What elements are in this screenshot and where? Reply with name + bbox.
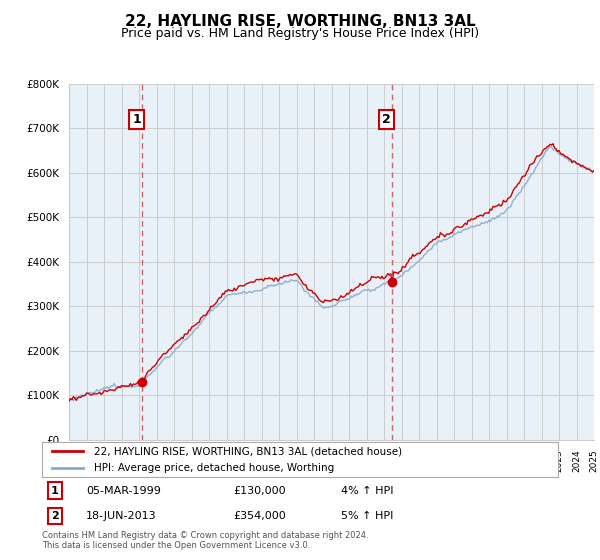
Text: 4% ↑ HPI: 4% ↑ HPI — [341, 486, 394, 496]
Text: 1: 1 — [51, 486, 59, 496]
Text: £354,000: £354,000 — [233, 511, 286, 521]
Text: Price paid vs. HM Land Registry's House Price Index (HPI): Price paid vs. HM Land Registry's House … — [121, 27, 479, 40]
Text: £130,000: £130,000 — [233, 486, 286, 496]
Text: 22, HAYLING RISE, WORTHING, BN13 3AL: 22, HAYLING RISE, WORTHING, BN13 3AL — [125, 14, 475, 29]
Text: Contains HM Land Registry data © Crown copyright and database right 2024.
This d: Contains HM Land Registry data © Crown c… — [42, 531, 368, 550]
Text: 22, HAYLING RISE, WORTHING, BN13 3AL (detached house): 22, HAYLING RISE, WORTHING, BN13 3AL (de… — [94, 446, 402, 456]
Text: 2: 2 — [51, 511, 59, 521]
Text: HPI: Average price, detached house, Worthing: HPI: Average price, detached house, Wort… — [94, 464, 334, 473]
Text: 18-JUN-2013: 18-JUN-2013 — [86, 511, 157, 521]
Text: 1: 1 — [133, 113, 141, 126]
Text: 5% ↑ HPI: 5% ↑ HPI — [341, 511, 394, 521]
Text: 2: 2 — [382, 113, 391, 126]
Text: 05-MAR-1999: 05-MAR-1999 — [86, 486, 161, 496]
